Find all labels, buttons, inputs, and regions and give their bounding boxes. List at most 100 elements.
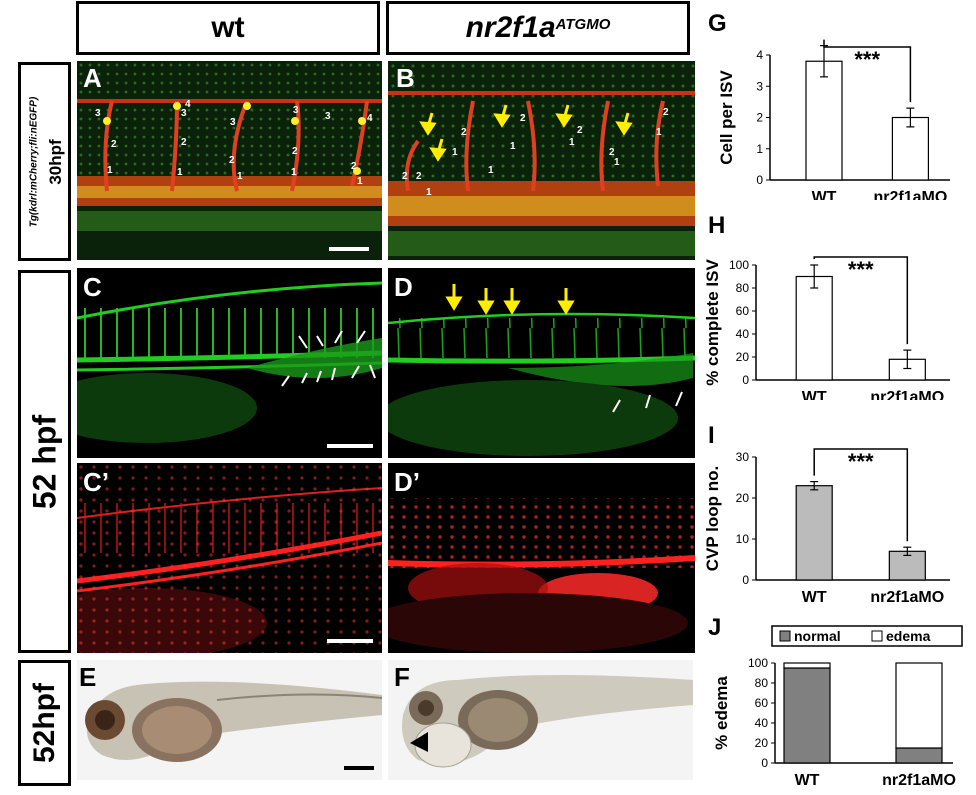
panel-label-c: C [83,272,102,302]
chart-j-y-tick-label: 100 [748,656,768,670]
panel-c-prime-micrograph [77,463,382,653]
panel-label-e: E [79,662,97,692]
chart-g-significance-bracket [823,39,912,103]
chart-g: G 0 1 2 3 4 Cell per ISV WT nr2f1aMO *** [700,0,976,206]
isv-number-a: 1 [357,176,363,187]
row-label-52hpf: 52 hpf [18,270,71,653]
scale-bar-c [327,444,373,448]
row-label-stage-30hpf: 30hpf [45,138,65,185]
chart-j-bar-segment [895,662,943,749]
isv-number-b: 1 [488,165,494,176]
isv-number-a: 4 [367,113,373,124]
panel-c-image: C [77,268,382,458]
isv-number-a: 3 [95,108,101,119]
column-header-mutant: nr2f1a ATGMO [386,1,690,55]
chart-h-svg: 0 20 40 60 80 100 % complete ISV WT nr2f1aMO *** [703,256,950,406]
panel-f-brightfield [402,675,693,768]
chart-g-y-tick-label: 4 [756,48,763,62]
chart-j-bar-segment [783,667,831,764]
isv-number-b: 1 [426,187,432,198]
panel-d-micrograph [388,284,695,456]
panel-label-f: F [394,662,410,692]
panel-b-micrograph [388,61,695,260]
chart-i-label: I [708,422,715,449]
chart-j-legend-label: edema [886,628,931,644]
chart-j-category-label: WT [795,772,820,789]
chart-j-y-tick-label: 60 [755,696,769,710]
isv-number-a: 3 [293,105,299,116]
chart-g-y-axis-label: Cell per ISV [717,70,736,165]
isv-number-b: 2 [416,171,422,182]
scale-bar-c-prime [327,639,373,643]
chart-g-bar [805,60,843,181]
chart-h-significance-label: *** [848,257,874,282]
chart-i-significance-label: *** [848,449,874,474]
chart-i-y-tick-label: 30 [736,450,750,464]
column-header-mutant-text: nr2f1a [465,11,556,44]
chart-h-y-axis-label: % complete ISV [703,259,722,386]
panel-label-a: A [83,63,102,93]
row-label-30hpf: Tg(kdrl:mCherry;fli:nEGFP) 30hpf [18,62,71,261]
isv-number-b: 2 [520,113,526,124]
panel-label-c-prime: C’ [83,467,109,497]
isv-number-a: 2 [229,155,235,166]
chart-h-y-tick-label: 60 [736,304,750,318]
isv-number-a: 1 [237,171,243,182]
chart-j-y-tick-label: 40 [755,716,769,730]
chart-j-bar-segment [895,747,943,764]
panel-c-prime-image: C’ [77,463,382,653]
chart-i-bar [795,485,833,581]
chart-j-category-label: nr2f1aMO [882,772,956,789]
chart-h-y-tick-label: 40 [736,327,750,341]
chart-j-legend-swatch [779,630,791,642]
panel-label-d: D [394,272,413,302]
panel-c-micrograph [77,281,382,443]
chart-g-significance-label: *** [854,47,880,72]
isv-number-a: 1 [291,167,297,178]
isv-number-b: 1 [614,157,620,168]
panel-e-brightfield [85,681,382,762]
isv-number-b: 1 [569,137,575,148]
chart-j-svg: 0 20 40 60 80 100 % edema WT nr2f1aMO normal edema [712,625,963,789]
chart-i-y-tick-label: 0 [742,573,749,587]
chart-i-y-tick-label: 20 [736,491,750,505]
chart-h-y-tick-label: 20 [736,350,750,364]
chart-g-y-tick-label: 2 [756,111,763,125]
chart-h-bar [795,275,833,381]
isv-number-a: 2 [292,146,298,157]
panel-d-prime-image: D’ [388,463,695,653]
panel-d-image: D [388,268,695,458]
row-label-stage-52hpf: 52 hpf [26,414,62,509]
chart-h-y-tick-label: 0 [742,373,749,387]
chart-g-label: G [708,10,727,37]
chart-h: H 0 20 40 60 80 100 % complete ISV WT nr2f1aMO **… [700,200,976,406]
scale-bar-a [329,247,369,251]
chart-j-y-axis-label: % edema [712,676,731,750]
chart-h-category-label: nr2f1aMO [870,389,944,400]
isv-number-a: 4 [185,99,191,110]
chart-g-y-tick-label: 0 [756,173,763,187]
chart-j-legend-label: normal [794,628,841,644]
chart-h-y-tick-label: 100 [729,258,749,272]
chart-h-significance-bracket [813,256,909,345]
row-label-stage-52hpf-bright: 52hpf [27,682,61,764]
isv-number-a: 2 [181,137,187,148]
panel-label-b: B [396,63,415,93]
chart-h-label: H [708,212,726,239]
isv-number-b: 2 [577,125,583,136]
isv-number-a: 1 [177,167,183,178]
isv-number-a: 3 [230,117,236,128]
panel-d-prime-micrograph [388,498,695,653]
chart-j-legend-swatch [871,630,883,642]
chart-j-bar-segment [783,662,831,669]
chart-j-y-tick-label: 0 [761,756,768,770]
panel-e-image: E [77,660,382,780]
chart-i-bar [888,550,926,581]
row-label-52hpf-bright: 52hpf [18,660,71,786]
isv-number-b: 1 [656,127,662,138]
chart-i-category-label: WT [802,589,827,606]
isv-number-a: 3 [325,111,331,122]
panel-label-d-prime: D’ [394,467,420,497]
